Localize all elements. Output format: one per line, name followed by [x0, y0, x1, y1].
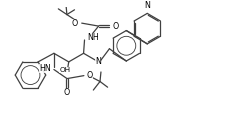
- Text: O: O: [87, 71, 93, 80]
- Text: N: N: [95, 57, 101, 66]
- Text: O: O: [113, 22, 119, 31]
- Text: N: N: [144, 1, 150, 10]
- Text: O: O: [64, 88, 70, 97]
- Text: O: O: [72, 19, 78, 28]
- Text: NH: NH: [87, 33, 99, 42]
- Text: HN: HN: [39, 64, 51, 73]
- Text: OH: OH: [59, 67, 71, 73]
